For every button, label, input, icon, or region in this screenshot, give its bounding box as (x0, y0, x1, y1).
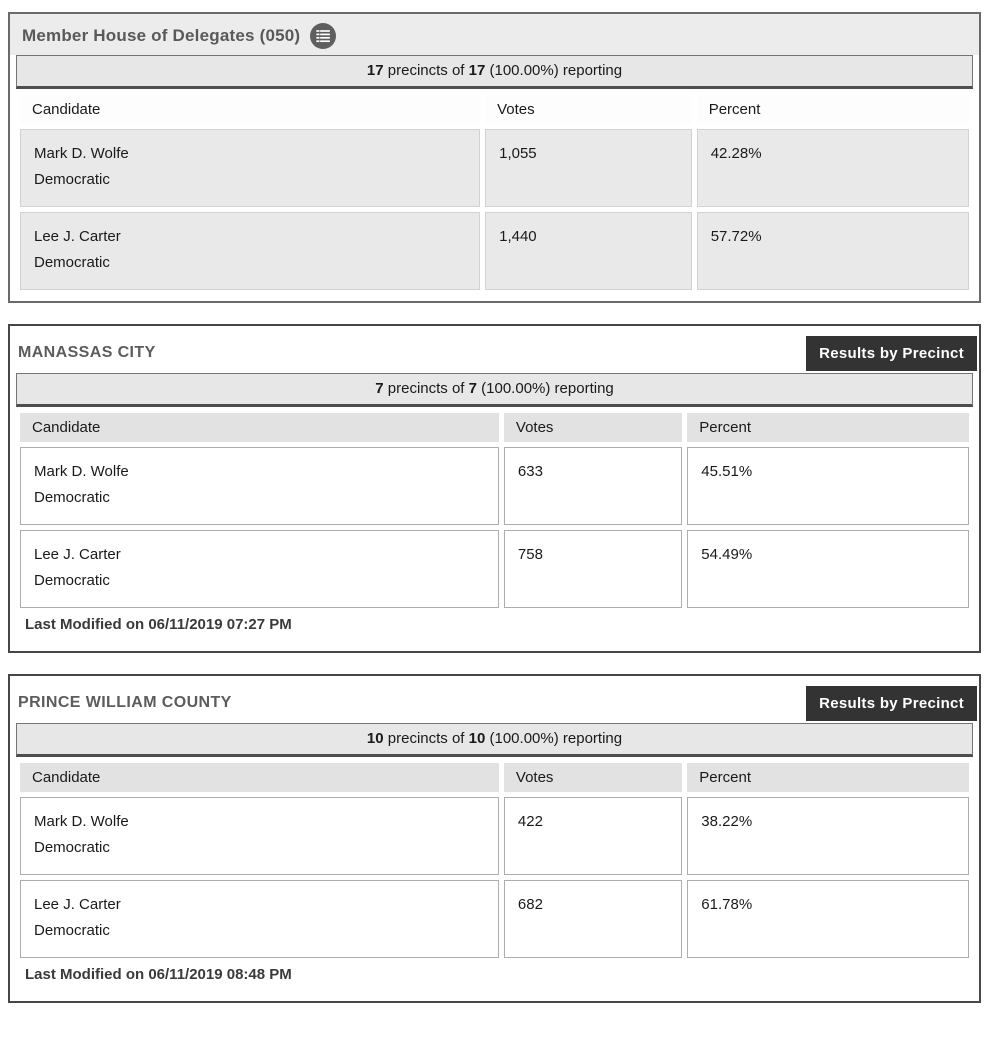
candidate-party: Democratic (34, 572, 110, 589)
locality-title-row: MANASSAS CITY Results by Precinct (10, 326, 979, 373)
reporting-text: reporting (562, 730, 623, 747)
locality-panel-manassas-city: MANASSAS CITY Results by Precinct 7 prec… (8, 324, 981, 653)
race-results-panel: Member House of Delegates (050) (8, 12, 981, 303)
table-row: Lee J. Carter Democratic 1,440 57.72% (20, 212, 969, 290)
candidate-party: Democratic (34, 254, 110, 271)
column-header-percent: Percent (687, 413, 969, 442)
precincts-reported-count: 7 (375, 380, 384, 397)
percent-cell: 61.78% (687, 880, 969, 958)
votes-cell: 422 (503, 797, 683, 875)
precincts-reporting-bar: 17 precincts of 17 (100.00%) reporting (16, 55, 973, 89)
column-header-percent: Percent (696, 95, 969, 124)
candidate-name: Mark D. Wolfe (34, 813, 129, 830)
precincts-percent: (100.00%) (489, 730, 559, 747)
precincts-total-count: 10 (468, 730, 486, 747)
candidate-party: Democratic (34, 839, 110, 856)
percent-cell: 54.49% (687, 530, 969, 608)
last-modified: Last Modified on 06/11/2019 08:48 PM (25, 966, 292, 983)
candidate-name: Lee J. Carter (34, 896, 121, 913)
column-header-votes: Votes (485, 95, 692, 124)
table-row: Lee J. Carter Democratic 682 61.78% (20, 880, 969, 958)
candidate-name: Lee J. Carter (34, 546, 121, 563)
race-title: Member House of Delegates (050) (22, 26, 301, 45)
column-header-votes: Votes (503, 413, 683, 442)
precincts-reported-count: 10 (366, 730, 384, 747)
locality-panel-prince-william-county: PRINCE WILLIAM COUNTY Results by Precinc… (8, 674, 981, 1003)
locality-title: PRINCE WILLIAM COUNTY (18, 694, 232, 711)
locality-title: MANASSAS CITY (18, 344, 156, 361)
results-table: Candidate Votes Percent Mark D. Wolfe De… (15, 408, 974, 613)
reporting-text: reporting (554, 380, 614, 397)
precincts-total-count: 17 (468, 62, 486, 79)
results-table: Candidate Votes Percent Mark D. Wolfe De… (15, 90, 974, 295)
votes-cell: 682 (503, 880, 683, 958)
table-header-row: Candidate Votes Percent (20, 763, 969, 792)
locality-panel-body: 7 precincts of 7 (100.00%) reporting Can… (10, 373, 979, 651)
locality-title-row: PRINCE WILLIAM COUNTY Results by Precinc… (10, 676, 979, 723)
column-header-percent: Percent (687, 763, 969, 792)
precincts-of-text: precincts of (387, 730, 465, 747)
candidate-name: Mark D. Wolfe (34, 145, 129, 162)
precincts-percent: (100.00%) (481, 380, 551, 397)
percent-cell: 42.28% (696, 129, 969, 207)
candidate-cell: Lee J. Carter Democratic (20, 212, 481, 290)
reporting-text: reporting (562, 62, 623, 79)
race-title-row: Member House of Delegates (050) (10, 14, 979, 55)
race-panel-body: 17 precincts of 17 (100.00%) reporting C… (10, 55, 979, 301)
precincts-reporting-bar: 7 precincts of 7 (100.00%) reporting (16, 373, 973, 407)
precincts-reporting-bar: 10 precincts of 10 (100.00%) reporting (16, 723, 973, 757)
results-by-precinct-button[interactable]: Results by Precinct (806, 336, 977, 371)
candidate-cell: Mark D. Wolfe Democratic (20, 797, 499, 875)
precincts-total-count: 7 (468, 380, 477, 397)
table-header-row: Candidate Votes Percent (20, 95, 969, 124)
votes-cell: 758 (503, 530, 683, 608)
candidate-cell: Mark D. Wolfe Democratic (20, 447, 499, 525)
candidate-cell: Lee J. Carter Democratic (20, 530, 499, 608)
candidate-cell: Lee J. Carter Democratic (20, 880, 499, 958)
column-header-votes: Votes (503, 763, 683, 792)
candidate-name: Mark D. Wolfe (34, 463, 129, 480)
results-by-precinct-button[interactable]: Results by Precinct (806, 686, 977, 721)
candidate-party: Democratic (34, 489, 110, 506)
locality-panel-body: 10 precincts of 10 (100.00%) reporting C… (10, 723, 979, 1001)
votes-cell: 633 (503, 447, 683, 525)
candidate-cell: Mark D. Wolfe Democratic (20, 129, 481, 207)
table-header-row: Candidate Votes Percent (20, 413, 969, 442)
candidate-party: Democratic (34, 922, 110, 939)
candidate-name: Lee J. Carter (34, 228, 121, 245)
precincts-of-text: precincts of (387, 62, 465, 79)
candidate-party: Democratic (34, 171, 110, 188)
votes-cell: 1,055 (485, 129, 692, 207)
table-row: Mark D. Wolfe Democratic 1,055 42.28% (20, 129, 969, 207)
last-modified: Last Modified on 06/11/2019 07:27 PM (25, 616, 292, 633)
precincts-of-text: precincts of (387, 380, 465, 397)
percent-cell: 57.72% (696, 212, 969, 290)
votes-cell: 1,440 (485, 212, 692, 290)
column-header-candidate: Candidate (20, 413, 499, 442)
ballot-list-icon[interactable] (310, 23, 337, 49)
precincts-percent: (100.00%) (489, 62, 559, 79)
column-header-candidate: Candidate (20, 95, 481, 124)
precincts-reported-count: 17 (366, 62, 384, 79)
percent-cell: 38.22% (687, 797, 969, 875)
column-header-candidate: Candidate (20, 763, 499, 792)
percent-cell: 45.51% (687, 447, 969, 525)
table-row: Lee J. Carter Democratic 758 54.49% (20, 530, 969, 608)
results-table: Candidate Votes Percent Mark D. Wolfe De… (15, 758, 974, 963)
table-row: Mark D. Wolfe Democratic 633 45.51% (20, 447, 969, 525)
table-row: Mark D. Wolfe Democratic 422 38.22% (20, 797, 969, 875)
